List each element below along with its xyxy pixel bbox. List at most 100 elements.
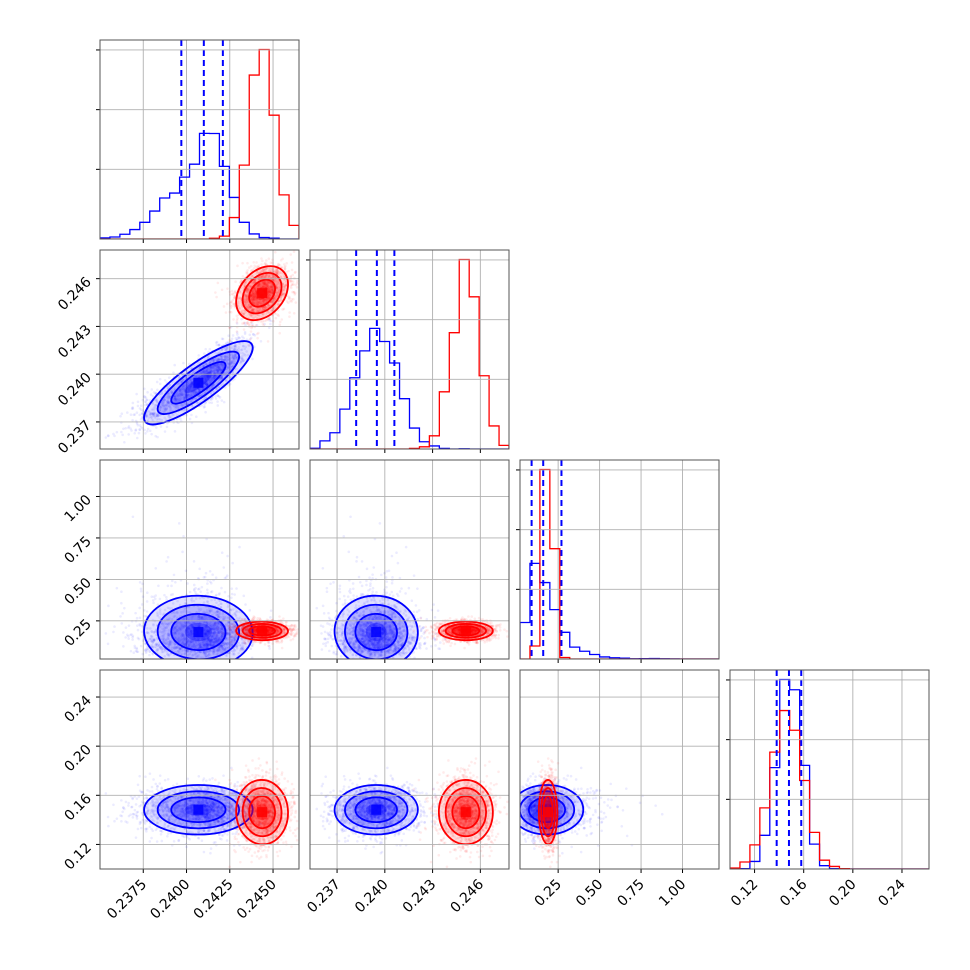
contour-line — [444, 787, 488, 838]
contours-series-1 — [437, 620, 494, 642]
panel-2-0: 0.25 0.50 0.75 1.00 — [61, 459, 300, 663]
panel-1-0: 0.237 0.240 0.243 0.246 — [55, 249, 300, 457]
x-tick-label: 0.2450 — [234, 877, 280, 923]
density-peak — [460, 807, 471, 818]
contour-line — [451, 795, 481, 830]
panel-0-0 — [96, 39, 300, 243]
panel-frame — [99, 39, 300, 240]
histogram-series-1 — [520, 468, 719, 659]
y-tick-label: 0.50 — [61, 575, 94, 608]
contours-series-1 — [235, 620, 289, 642]
contours-series-0 — [333, 594, 419, 659]
panel-frame — [99, 459, 300, 660]
contour-line — [354, 612, 398, 652]
contours-series-0 — [143, 594, 254, 659]
x-tick-label: 0.2425 — [191, 877, 237, 923]
contour-line — [248, 278, 276, 308]
histogram-series-1 — [730, 709, 929, 869]
x-tick-label: 0.243 — [400, 877, 440, 917]
contours-series-1 — [437, 779, 494, 846]
contour-line — [156, 350, 241, 415]
contour-line — [143, 784, 254, 836]
y-tick-label: 0.24 — [61, 692, 94, 725]
contour-line — [156, 603, 241, 659]
contour-line — [241, 623, 283, 639]
panel-frame — [99, 249, 300, 450]
contours-series-0 — [143, 340, 254, 426]
x-tick-label: 0.50 — [573, 877, 606, 910]
panel-1-1 — [306, 249, 510, 453]
panel-frame — [99, 669, 300, 870]
contour-line — [520, 784, 585, 836]
density-peak — [257, 807, 268, 818]
contour-line — [333, 784, 419, 836]
panel-2-1 — [309, 459, 510, 663]
density-peak — [193, 627, 204, 638]
contour-line — [344, 790, 409, 830]
x-tick-label: 0.20 — [826, 877, 859, 910]
x-tick-label: 0.16 — [777, 876, 810, 909]
density-peak — [257, 625, 268, 636]
x-tick-label: 0.2375 — [104, 877, 150, 923]
contour-line — [170, 612, 227, 652]
panel-2-2 — [516, 459, 720, 663]
density-peak — [543, 807, 554, 818]
panel-3-1: 0.237 0.240 0.243 0.246 — [304, 669, 510, 917]
density-peak — [371, 804, 382, 815]
panel-frame — [519, 459, 720, 660]
density-peak — [460, 625, 471, 636]
panel-frame — [309, 249, 510, 450]
x-tick-label: 0.237 — [304, 877, 344, 917]
x-tick-label: 0.75 — [615, 877, 648, 910]
contours-series-0 — [143, 784, 254, 836]
y-tick-label: 0.237 — [55, 417, 95, 457]
contour-line — [437, 620, 494, 642]
contour-line — [354, 796, 398, 824]
panel-3-2: 0.25 0.50 0.75 1.00 — [519, 669, 720, 910]
x-tick-label: 0.2400 — [147, 877, 193, 923]
panel-frame — [309, 669, 510, 870]
contour-line — [241, 271, 283, 315]
density-peak — [193, 377, 204, 388]
contour-line — [170, 796, 227, 824]
histogram-series-1 — [310, 258, 509, 449]
contour-line — [235, 620, 289, 642]
contour-line — [248, 795, 276, 830]
panel-3-3: 0.12 0.16 0.20 0.24 — [726, 669, 930, 910]
contours-series-0 — [333, 784, 419, 836]
density-peak — [371, 627, 382, 638]
y-tick-label: 0.16 — [61, 791, 94, 824]
contour-line — [444, 623, 488, 639]
contour-line — [540, 787, 556, 838]
x-tick-label: 1.00 — [656, 877, 689, 910]
histogram-series-1 — [100, 48, 299, 239]
y-tick-label: 0.20 — [61, 742, 94, 775]
y-tick-label: 0.25 — [61, 616, 94, 649]
contours-series-1 — [235, 265, 289, 322]
contour-line — [333, 594, 419, 659]
contour-line — [156, 790, 241, 830]
contour-line — [170, 361, 227, 405]
panel-frame — [729, 669, 930, 870]
x-tick-label: 0.246 — [448, 876, 488, 916]
y-tick-label: 0.243 — [55, 322, 95, 362]
x-tick-label: 0.240 — [352, 877, 392, 917]
y-tick-label: 0.246 — [55, 274, 95, 314]
contours-series-1 — [537, 779, 559, 846]
histogram-series-0 — [100, 132, 299, 239]
panel-frame — [309, 459, 510, 660]
histogram-series-0 — [520, 562, 719, 659]
y-tick-label: 0.75 — [61, 533, 94, 566]
density-peak — [193, 804, 204, 815]
histogram-series-0 — [730, 678, 929, 869]
y-tick-label: 0.12 — [61, 840, 94, 873]
contours-series-1 — [235, 779, 289, 846]
panel-frame — [519, 669, 720, 870]
contour-line — [241, 787, 283, 838]
contour-line — [344, 603, 409, 659]
x-tick-label: 0.24 — [875, 876, 908, 909]
x-tick-label: 0.25 — [532, 877, 565, 910]
density-peak — [257, 288, 268, 299]
